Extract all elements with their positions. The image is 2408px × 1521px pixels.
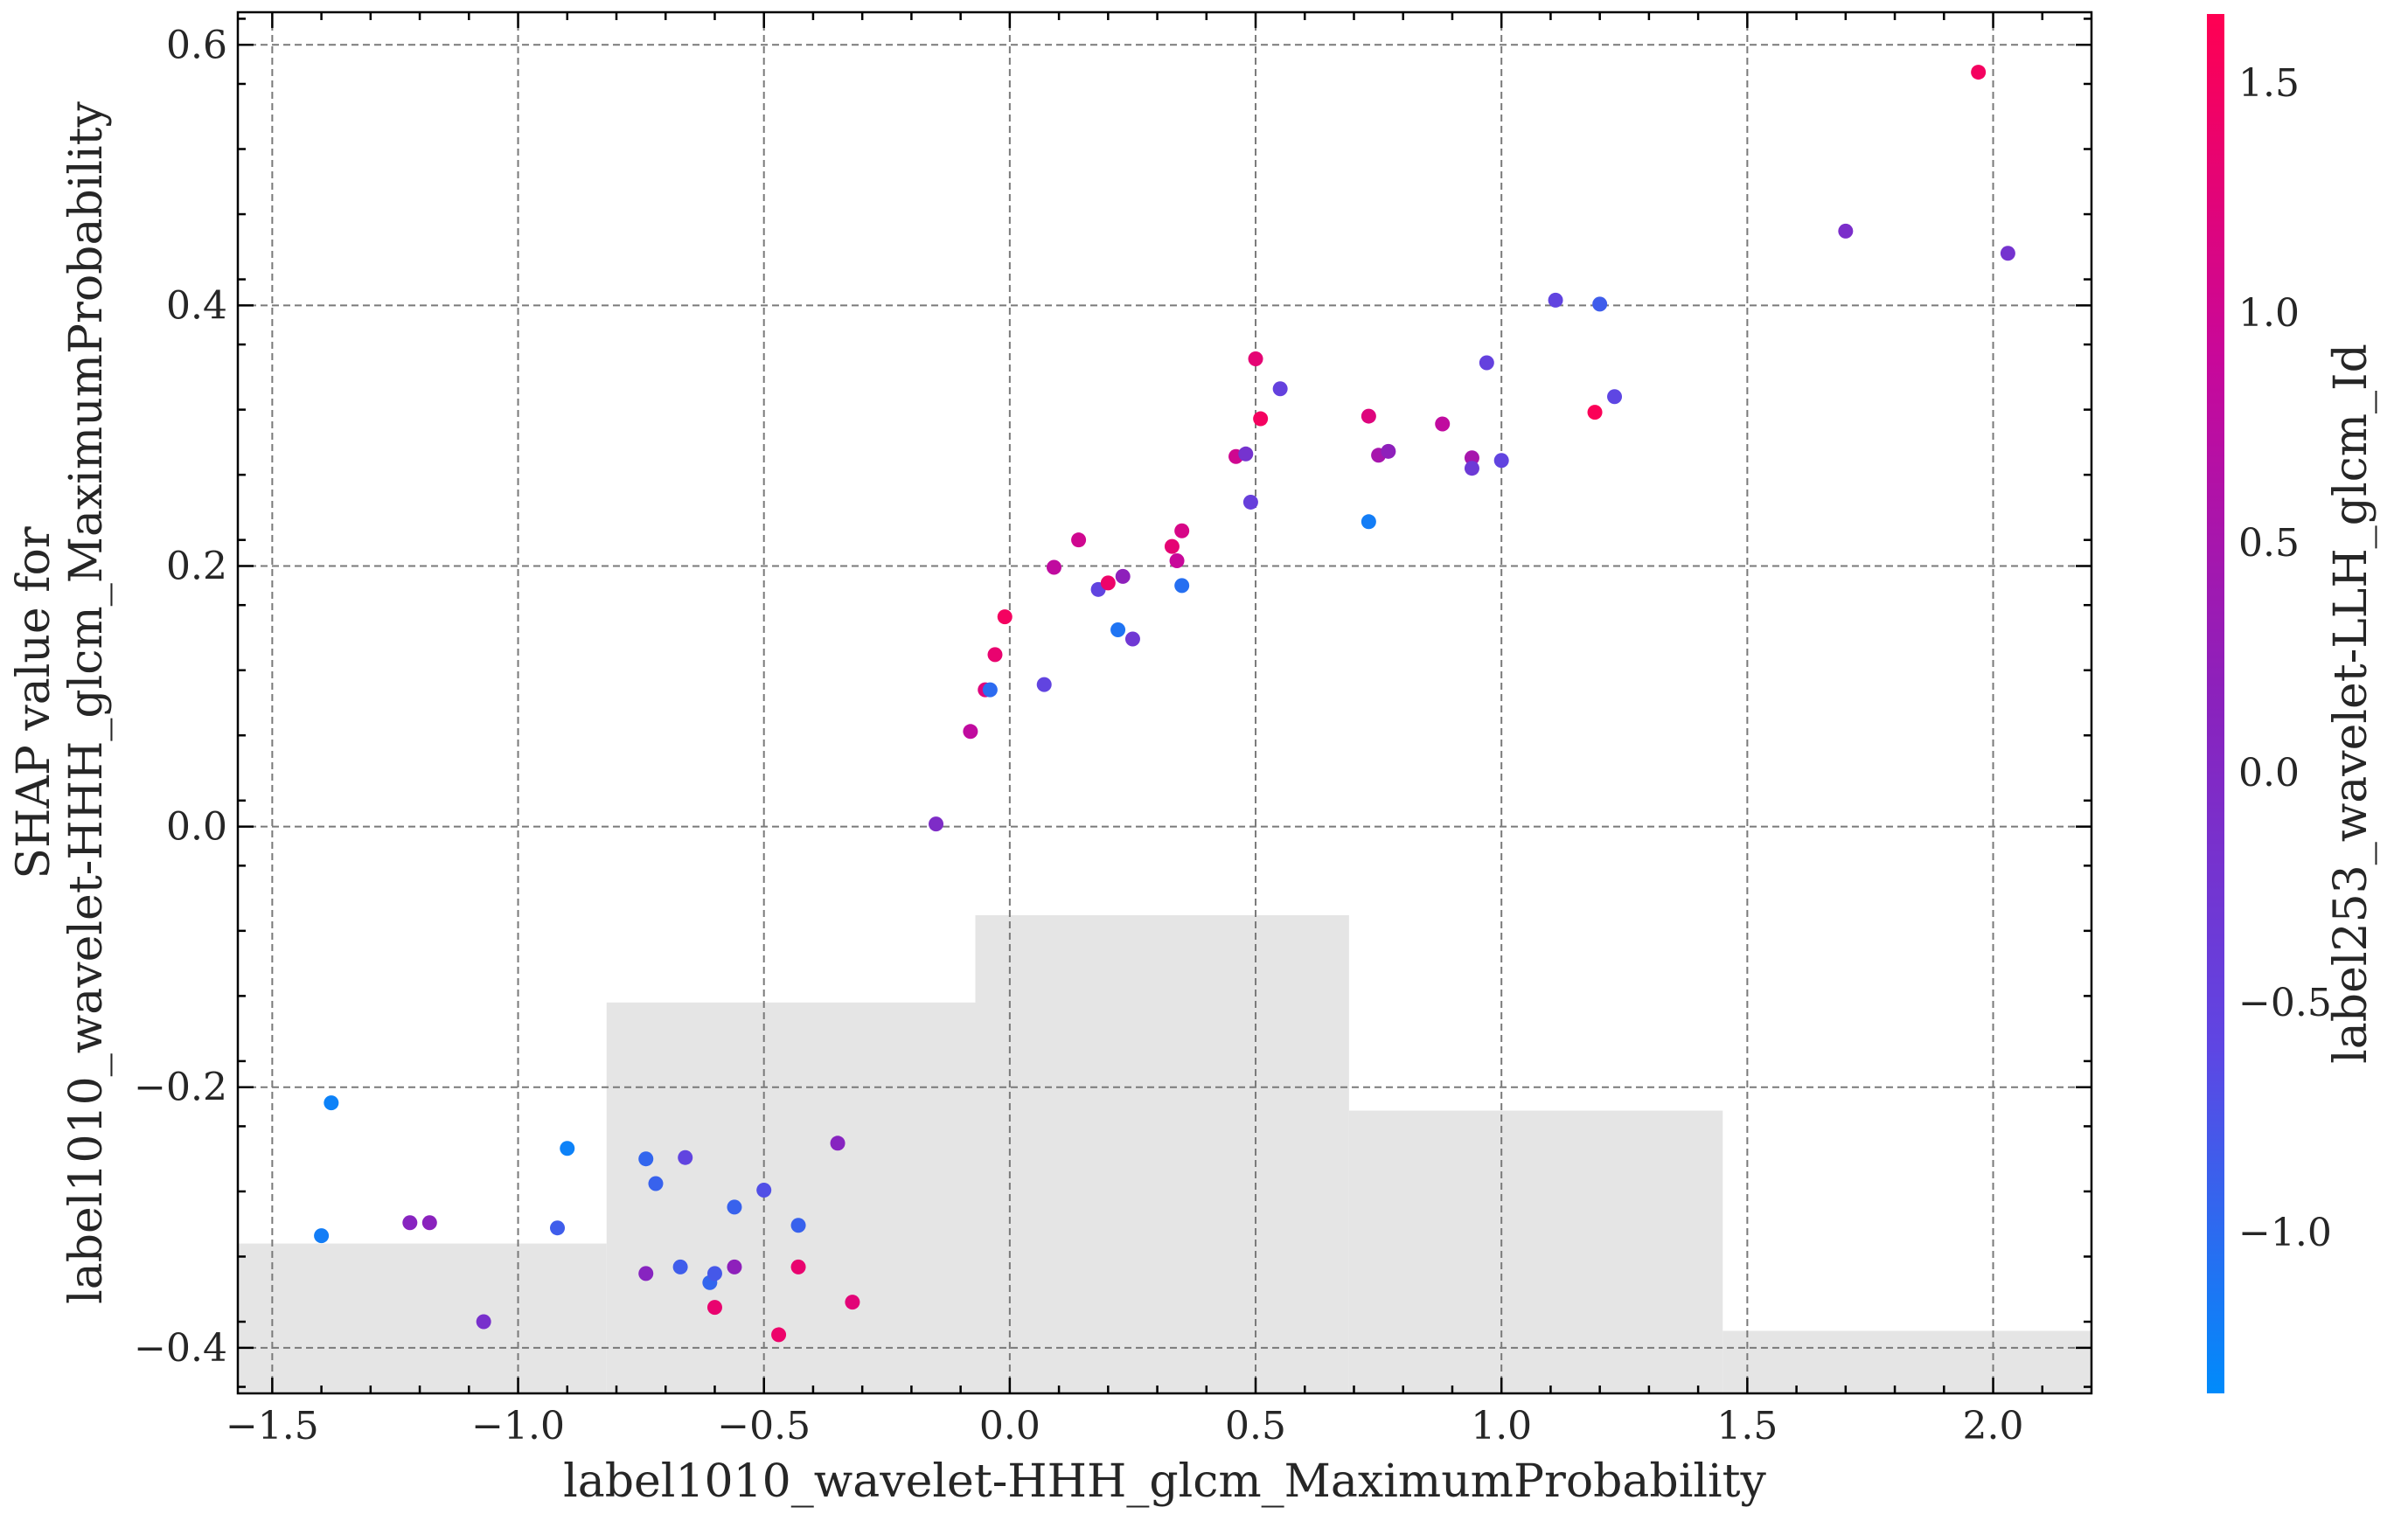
data-point-62 — [2000, 246, 2015, 261]
data-point-48 — [1361, 408, 1376, 424]
data-point-15 — [727, 1199, 742, 1215]
data-point-43 — [1242, 494, 1258, 510]
y-axis-ticks: −0.4 −0.2 0.0 0.2 0.4 0.6 — [134, 17, 2091, 1388]
data-point-40 — [1174, 523, 1190, 538]
x-tick-label-6: 1.5 — [1716, 1404, 1778, 1448]
data-point-9 — [638, 1266, 654, 1281]
data-point-34 — [1110, 622, 1126, 638]
data-point-36 — [1124, 631, 1140, 647]
y-axis-label-line-2: label1010_wavelet-HHH_glcm_MaximumProbab… — [60, 101, 113, 1303]
y-tick-label-1: −0.2 — [134, 1066, 227, 1110]
data-point-44 — [1248, 351, 1263, 366]
data-point-46 — [1272, 381, 1288, 397]
data-point-0 — [324, 1095, 339, 1111]
y-tick-label-0: −0.4 — [134, 1326, 227, 1371]
data-point-60 — [1838, 223, 1854, 239]
data-point-50 — [1381, 443, 1396, 459]
data-point-61 — [1971, 65, 1987, 80]
x-tick-label-5: 1.0 — [1471, 1404, 1532, 1448]
data-point-3 — [421, 1215, 437, 1231]
data-point-47 — [1361, 514, 1376, 530]
grid-lines — [238, 12, 2091, 1393]
data-point-20 — [790, 1259, 806, 1274]
data-point-24 — [963, 724, 978, 740]
data-point-53 — [1464, 461, 1479, 476]
data-point-37 — [1164, 538, 1180, 554]
data-point-55 — [1493, 453, 1509, 469]
data-point-28 — [997, 609, 1013, 625]
data-point-8 — [648, 1176, 664, 1191]
data-point-21 — [830, 1136, 846, 1151]
data-point-30 — [1046, 559, 1061, 575]
data-point-26 — [982, 682, 998, 698]
colorbar-tick-label-2: 0.0 — [2238, 751, 2300, 795]
data-point-45 — [1253, 411, 1269, 427]
histogram-bin-1 — [606, 1002, 976, 1393]
data-point-29 — [1036, 677, 1052, 692]
y-tick-label-4: 0.4 — [166, 283, 227, 328]
data-point-5 — [560, 1141, 575, 1156]
y-axis-label-line-1: SHAP value for — [8, 526, 60, 879]
x-tick-label-3: 0.0 — [979, 1404, 1040, 1448]
x-axis-ticks: −1.5 −1.0 −0.5 0.0 0.5 1.0 1.5 2.0 — [226, 12, 2044, 1448]
data-point-13 — [706, 1266, 722, 1281]
data-point-56 — [1548, 292, 1563, 308]
data-point-10 — [678, 1149, 693, 1165]
colorbar-label: label253_wavelet-LLH_glcm_Id — [2325, 344, 2377, 1064]
data-point-57 — [1587, 405, 1603, 420]
x-tick-label-7: 2.0 — [1963, 1404, 2024, 1448]
x-tick-label-2: −0.5 — [717, 1404, 811, 1448]
histogram-bin-3 — [1348, 1110, 1723, 1393]
data-point-38 — [1169, 553, 1185, 569]
colorbar-tick-label-1: −0.5 — [2238, 981, 2332, 1025]
data-point-11 — [672, 1259, 688, 1274]
colorbar — [2207, 14, 2224, 1393]
colorbar-tick-label-4: 1.0 — [2238, 291, 2300, 336]
x-tick-label-4: 0.5 — [1225, 1404, 1286, 1448]
plot-frame — [236, 10, 2093, 1395]
data-point-27 — [987, 647, 1003, 663]
data-point-23 — [929, 816, 944, 832]
histogram-bin-0 — [238, 1243, 607, 1393]
data-point-35 — [1115, 568, 1131, 584]
colorbar-tick-label-3: 0.5 — [2238, 521, 2300, 566]
data-point-51 — [1435, 416, 1451, 432]
data-point-58 — [1592, 296, 1608, 312]
data-point-17 — [756, 1182, 772, 1198]
data-point-22 — [845, 1295, 860, 1310]
x-tick-label-1: −1.0 — [471, 1404, 565, 1448]
x-tick-label-0: −1.5 — [226, 1404, 319, 1448]
data-point-1 — [314, 1228, 330, 1244]
histogram-background — [238, 914, 2091, 1393]
data-point-6 — [550, 1220, 566, 1236]
data-point-54 — [1479, 355, 1494, 371]
data-point-39 — [1174, 578, 1190, 594]
y-tick-label-5: 0.6 — [166, 23, 227, 67]
colorbar-tick-label-5: 1.5 — [2238, 61, 2300, 106]
data-point-59 — [1607, 389, 1623, 405]
colorbar-ticks: −1.0 −0.5 0.0 0.5 1.0 1.5 — [2238, 61, 2332, 1255]
data-point-42 — [1238, 446, 1254, 462]
histogram-bin-4 — [1722, 1330, 2091, 1393]
data-point-16 — [727, 1259, 742, 1274]
colorbar-tick-label-0: −1.0 — [2238, 1211, 2332, 1255]
data-point-18 — [771, 1327, 787, 1343]
data-point-7 — [638, 1151, 654, 1167]
data-point-52 — [1464, 450, 1479, 466]
data-point-2 — [402, 1215, 418, 1231]
y-tick-label-3: 0.2 — [166, 544, 227, 588]
x-axis-label: label1010_wavelet-HHH_glcm_MaximumProbab… — [563, 1455, 1766, 1508]
data-point-33 — [1100, 575, 1116, 591]
y-tick-label-2: 0.0 — [166, 805, 227, 850]
scatter-points — [314, 65, 2015, 1343]
data-point-31 — [1071, 532, 1087, 548]
data-point-14 — [706, 1300, 722, 1316]
histogram-bin-2 — [975, 914, 1349, 1393]
data-point-19 — [790, 1218, 806, 1233]
data-point-4 — [476, 1314, 491, 1330]
